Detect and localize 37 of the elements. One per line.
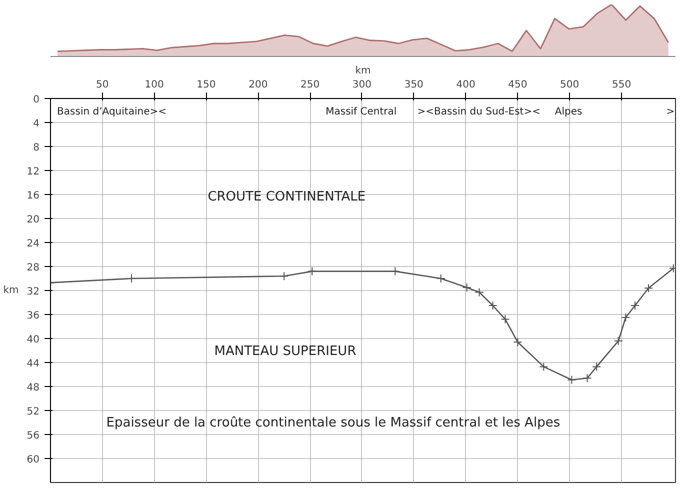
y-tick-label: 4 <box>33 118 40 130</box>
x-tick-label: 550 <box>612 80 632 90</box>
x-tick-label: 500 <box>560 80 580 90</box>
y-tick-label: 12 <box>26 166 40 178</box>
x-tick-label: 50 <box>96 80 109 90</box>
x-tick-label: 200 <box>248 80 268 90</box>
annotation: Alpes <box>554 106 582 118</box>
annotation: > <box>666 106 675 118</box>
y-tick-label: 0 <box>33 94 40 106</box>
x-axis-title: km <box>355 66 371 76</box>
annotation: MANTEAU SUPERIEUR <box>214 344 356 359</box>
y-tick-label: 48 <box>26 382 40 394</box>
y-tick-label: 40 <box>26 334 40 346</box>
y-tick-label: 52 <box>26 406 40 418</box>
y-tick-label: 36 <box>26 310 40 322</box>
y-axis-title: km <box>3 285 19 296</box>
y-tick-label: 28 <box>26 262 40 274</box>
y-tick-label: 16 <box>26 190 40 202</box>
annotation: Massif Central <box>326 106 397 118</box>
x-tick-label: 150 <box>196 80 216 90</box>
y-tick-label: 24 <box>26 238 40 250</box>
y-tick-label: 8 <box>33 142 40 154</box>
x-tick-label: 350 <box>404 80 424 90</box>
y-tick-label: 60 <box>26 454 40 466</box>
x-tick-label: 450 <box>508 80 528 90</box>
annotation: CROUTE CONTINENTALE <box>208 190 366 205</box>
annotation: Bassin d’Aquitaine>< <box>57 106 166 118</box>
y-tick-label: 44 <box>26 358 40 370</box>
annotation: ><Bassin du Sud-Est>< <box>417 106 540 118</box>
y-tick-label: 32 <box>26 286 40 298</box>
y-tick-label: 20 <box>26 214 40 226</box>
x-tick-label: 250 <box>300 80 320 90</box>
x-tick-label: 400 <box>456 80 476 90</box>
x-tick-label: 300 <box>352 80 372 90</box>
x-tick-label: 100 <box>144 80 164 90</box>
y-tick-label: 56 <box>26 430 40 442</box>
text: Epaisseur de la croûte continentale sous le Massif central et les Alpes <box>106 416 560 430</box>
